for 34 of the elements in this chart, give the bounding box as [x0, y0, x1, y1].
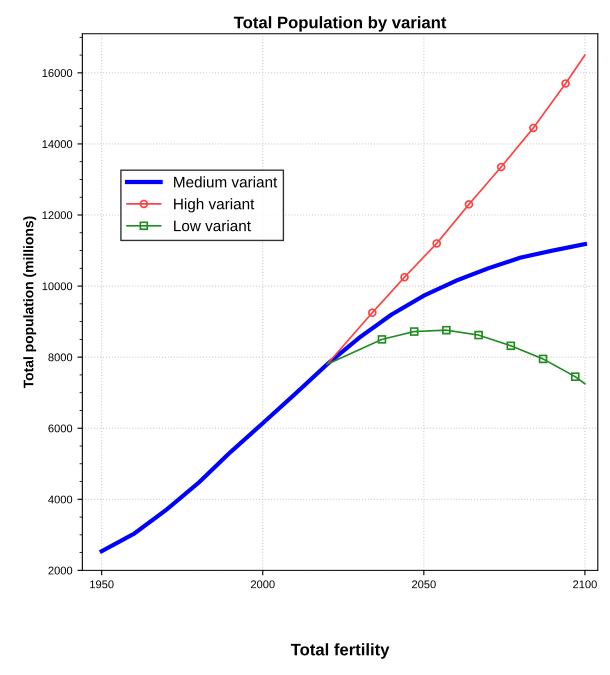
line-series — [100, 242, 587, 554]
legend-label: Low variant — [174, 220, 251, 232]
y-tick-label: 8000 — [48, 353, 72, 362]
x-tick-label: 2100 — [573, 580, 597, 588]
point — [410, 327, 418, 336]
chart-title: Total Population by variant — [234, 16, 446, 32]
y-tick-label: 2000 — [48, 566, 72, 575]
point — [570, 372, 580, 381]
point — [442, 326, 451, 334]
legend-label: High variant — [174, 198, 254, 212]
point — [496, 162, 506, 172]
y-tick-label: 6000 — [48, 424, 72, 432]
y-tick-label: 14000 — [42, 140, 72, 148]
point — [378, 335, 386, 344]
y-tick-label: 12000 — [42, 211, 72, 220]
point — [538, 354, 548, 364]
x-tick-label: 2000 — [250, 580, 275, 588]
x-axis-title: Total fertility — [290, 643, 390, 659]
legend-label: Medium variant — [174, 176, 278, 188]
y-axis-title: Total population (millions) — [23, 216, 36, 388]
point — [506, 341, 516, 350]
point — [368, 308, 377, 318]
point — [474, 330, 483, 340]
point — [464, 200, 474, 209]
point — [561, 79, 570, 88]
point — [432, 239, 442, 248]
point — [529, 124, 538, 132]
x-tick-label: 1950 — [90, 580, 114, 588]
y-tick-label: 4000 — [48, 496, 72, 504]
y-tick-label: 10000 — [42, 282, 72, 290]
y-tick-label: 16000 — [42, 69, 72, 77]
point — [400, 272, 409, 282]
line-series — [326, 54, 586, 366]
x-tick-label: 2050 — [412, 580, 436, 588]
